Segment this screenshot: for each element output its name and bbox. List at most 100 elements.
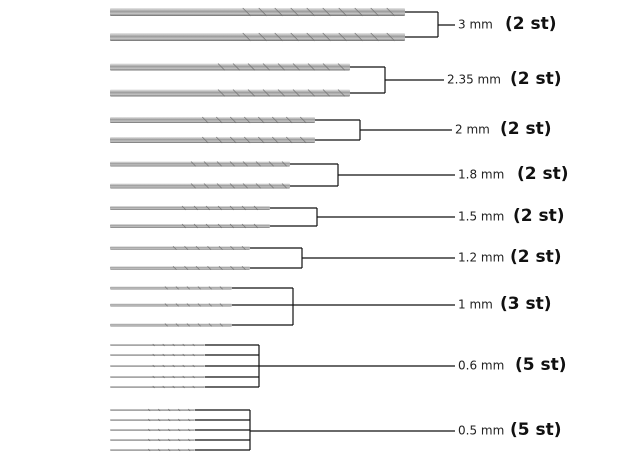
flute bbox=[172, 375, 176, 379]
flute bbox=[182, 353, 186, 357]
flute bbox=[241, 205, 247, 211]
flute bbox=[190, 183, 197, 189]
flute bbox=[207, 265, 212, 271]
flute bbox=[299, 136, 307, 144]
flute bbox=[354, 32, 364, 42]
drill-bit bbox=[110, 323, 232, 327]
flute bbox=[257, 136, 265, 144]
flute bbox=[262, 63, 271, 71]
flute bbox=[152, 375, 156, 379]
flute bbox=[152, 385, 156, 389]
drill-bit bbox=[110, 33, 405, 41]
flute bbox=[241, 265, 246, 271]
flute bbox=[162, 343, 166, 347]
drill-bit bbox=[110, 224, 270, 228]
flute bbox=[192, 353, 196, 357]
flute bbox=[257, 116, 265, 124]
flute bbox=[217, 205, 223, 211]
flute bbox=[216, 161, 223, 167]
flute bbox=[229, 223, 235, 229]
flute bbox=[177, 418, 181, 422]
flute bbox=[219, 323, 224, 327]
flute bbox=[205, 223, 211, 229]
flute bbox=[268, 183, 275, 189]
drill-bit bbox=[110, 449, 195, 451]
flute bbox=[175, 323, 180, 327]
flute bbox=[218, 245, 223, 251]
flute bbox=[306, 7, 316, 17]
size-label: 2 mm bbox=[455, 123, 490, 137]
flute bbox=[258, 7, 268, 17]
drill-bit bbox=[110, 89, 350, 97]
flute bbox=[271, 136, 279, 144]
flute bbox=[271, 116, 279, 124]
flute bbox=[172, 265, 177, 271]
flute bbox=[193, 223, 199, 229]
flute bbox=[157, 428, 161, 432]
flute bbox=[253, 205, 259, 211]
flute bbox=[197, 286, 202, 290]
flute bbox=[186, 286, 191, 290]
count-label: (2 st) bbox=[513, 206, 565, 226]
flute bbox=[215, 116, 223, 124]
flute bbox=[201, 116, 209, 124]
flute bbox=[167, 428, 171, 432]
flute bbox=[187, 418, 191, 422]
size-label: 1.5 mm bbox=[458, 210, 504, 224]
flute bbox=[192, 375, 196, 379]
flute bbox=[229, 161, 236, 167]
flute bbox=[147, 418, 151, 422]
flute bbox=[247, 63, 256, 71]
flute bbox=[192, 385, 196, 389]
drill-bit bbox=[110, 365, 205, 367]
flute bbox=[207, 245, 212, 251]
flute bbox=[262, 89, 271, 97]
flute bbox=[258, 32, 268, 42]
flute bbox=[164, 286, 169, 290]
flute bbox=[177, 408, 181, 412]
drill-bit bbox=[110, 439, 195, 441]
count-label: (2 st) bbox=[505, 14, 557, 34]
flute bbox=[195, 245, 200, 251]
flute bbox=[242, 32, 252, 42]
drill-bit bbox=[110, 419, 195, 421]
count-label: (2 st) bbox=[517, 164, 569, 184]
drill-bit bbox=[110, 183, 290, 189]
drill-bit bbox=[110, 161, 290, 167]
flute bbox=[181, 205, 187, 211]
flute bbox=[175, 286, 180, 290]
size-label: 3 mm bbox=[458, 18, 493, 32]
flute bbox=[322, 63, 331, 71]
flute bbox=[306, 32, 316, 42]
flute bbox=[184, 265, 189, 271]
flute bbox=[229, 136, 237, 144]
drill-bit bbox=[110, 354, 205, 356]
flute bbox=[162, 375, 166, 379]
flute bbox=[386, 32, 396, 42]
flute bbox=[232, 63, 241, 71]
drill-bit bbox=[110, 376, 205, 378]
flute bbox=[193, 205, 199, 211]
flute bbox=[230, 245, 235, 251]
flute bbox=[172, 353, 176, 357]
flute bbox=[338, 7, 348, 17]
flute bbox=[230, 265, 235, 271]
flute bbox=[274, 7, 284, 17]
flute bbox=[299, 116, 307, 124]
flute bbox=[243, 136, 251, 144]
drill-bit bbox=[110, 286, 232, 290]
drill-bit bbox=[110, 409, 195, 411]
flute bbox=[167, 448, 171, 452]
flute bbox=[386, 7, 396, 17]
drill-bit bbox=[110, 344, 205, 346]
count-label: (2 st) bbox=[510, 69, 562, 89]
flute bbox=[208, 303, 213, 307]
count-label: (2 st) bbox=[510, 247, 562, 267]
count-label: (5 st) bbox=[510, 420, 562, 440]
flute bbox=[201, 136, 209, 144]
flute bbox=[187, 428, 191, 432]
count-label: (5 st) bbox=[515, 355, 567, 375]
flute bbox=[197, 303, 202, 307]
flute bbox=[197, 323, 202, 327]
drill-bit bbox=[110, 266, 250, 270]
